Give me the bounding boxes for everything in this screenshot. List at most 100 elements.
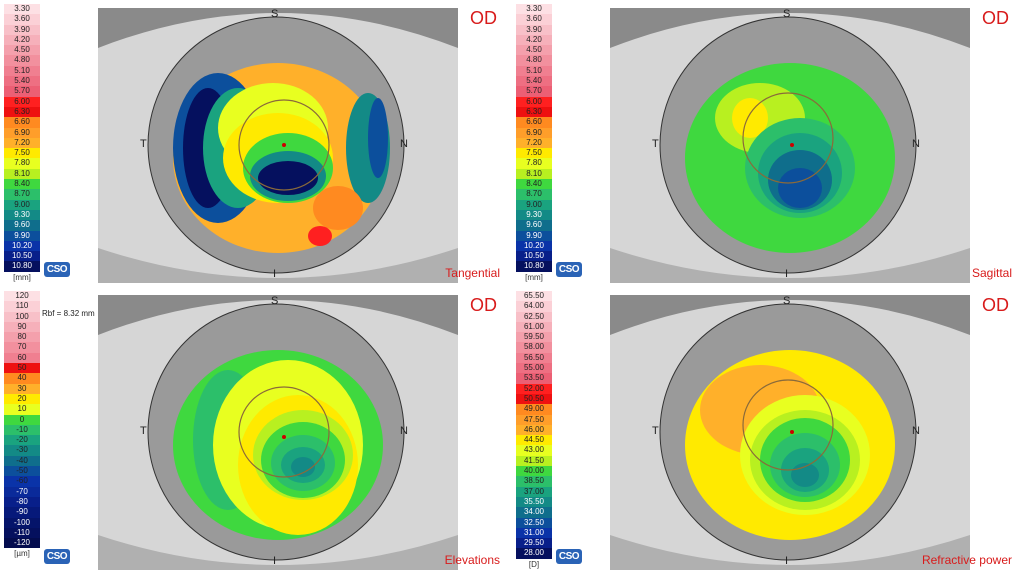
tangential-topography — [98, 8, 458, 283]
scale-swatch: -70 — [4, 486, 40, 497]
scale-swatch: 4.80 — [4, 55, 40, 66]
sagittal-map-panel: 3.30 3.60 3.90 4.20 4.50 4.80 5.10 5.40 5.70 6.00… — [512, 0, 1024, 286]
scale-swatch: 9.00 — [516, 199, 552, 210]
direction-nasal: N — [912, 138, 920, 150]
scale-swatch: 7.80 — [4, 158, 40, 169]
refractive-power-topography — [610, 295, 970, 570]
scale-swatch: 41.50 — [516, 455, 552, 467]
scale-swatch: 9.60 — [516, 220, 552, 231]
scale-swatch: 10.20 — [4, 240, 40, 252]
scale-swatch: 10.50 — [516, 251, 552, 262]
direction-nasal: N — [400, 138, 408, 150]
scale-swatch: 7.50 — [4, 148, 40, 159]
direction-temporal: T — [652, 138, 659, 150]
scale-swatch: 3.60 — [516, 14, 552, 25]
sagittal-topography — [610, 8, 970, 283]
direction-superior: S — [271, 8, 279, 20]
scale-swatch: 56.50 — [516, 352, 552, 364]
eye-image: S I T N — [98, 8, 458, 283]
eye-label: OD — [470, 8, 497, 28]
direction-inferior: I — [273, 555, 277, 567]
scale-swatch: 62.50 — [516, 311, 552, 322]
scale-swatch: 47.50 — [516, 414, 552, 425]
scale-swatch: 6.30 — [4, 106, 40, 118]
scale-swatch: 6.90 — [516, 127, 552, 138]
cso-logo: CSO — [556, 549, 582, 564]
scale-swatch: 32.50 — [516, 517, 552, 528]
scale-swatch: 40 — [4, 373, 40, 384]
scale-swatch: 8.40 — [4, 179, 40, 190]
scale-unit: [D] — [528, 559, 540, 569]
scale-swatch: 53.50 — [516, 373, 552, 384]
eye-image: S I T N — [98, 295, 458, 570]
scale-swatch: 52.00 — [516, 383, 552, 394]
scale-swatch: -120 — [4, 538, 40, 549]
direction-inferior: I — [785, 268, 789, 280]
scale-swatch: 7.20 — [516, 137, 552, 149]
scale-swatch: 4.50 — [516, 45, 552, 56]
scale-swatch: -60 — [4, 476, 40, 487]
color-scale: 65.50 64.00 62.50 61.00 59.50 58.00 56.50 55.00… — [516, 291, 552, 569]
color-scale: 120 110 100 90 80 70 60 50 40 30 20 10 0 -10 -20 -30 -40… — [4, 291, 40, 558]
tangential-map-panel: 3.30 3.60 3.90 4.20 4.50 4.80 5.10 5.40 5.70 6.00… — [0, 0, 512, 286]
eye-label: OD — [470, 295, 497, 315]
scale-swatch: 10 — [4, 404, 40, 415]
direction-nasal: N — [912, 425, 920, 437]
scale-swatch: 80 — [4, 332, 40, 343]
map-title: Sagittal — [971, 266, 1012, 280]
eye-label: OD — [982, 8, 1009, 28]
scale-swatch: -40 — [4, 455, 40, 467]
scale-unit: [mm] — [525, 272, 543, 282]
scale-swatch: 6.90 — [4, 127, 40, 138]
cso-logo: CSO — [44, 549, 70, 564]
scale-swatch: 9.90 — [516, 230, 552, 241]
elevations-topography — [98, 295, 458, 570]
scale-swatch: 6.60 — [516, 117, 552, 128]
scale-unit: [mm] — [13, 272, 31, 282]
scale-swatch: 3.30 — [4, 4, 40, 15]
scale-swatch: -10 — [4, 424, 40, 436]
map-title: Refractive power — [921, 553, 1012, 567]
scale-swatch: 3.30 — [516, 4, 552, 15]
direction-temporal: T — [652, 425, 659, 437]
scale-swatch: 9.00 — [4, 199, 40, 210]
scale-swatch: 40.00 — [516, 466, 552, 477]
scale-swatch: 4.20 — [516, 34, 552, 46]
scale-swatch: 34.00 — [516, 507, 552, 518]
scale-swatch: 9.30 — [516, 209, 552, 221]
scale-swatch: 3.90 — [4, 24, 40, 35]
scale-swatch: 8.40 — [516, 179, 552, 190]
scale-swatch: 44.50 — [516, 435, 552, 446]
scale-swatch: 35.50 — [516, 496, 552, 508]
direction-superior: S — [783, 8, 791, 20]
scale-swatch: 10.80 — [516, 261, 552, 272]
scale-swatch: 8.70 — [4, 189, 40, 200]
direction-inferior: I — [785, 555, 789, 567]
eye-label: OD — [982, 295, 1009, 315]
scale-swatch: 3.60 — [4, 14, 40, 25]
scale-swatch: -30 — [4, 445, 40, 456]
color-scale: 3.30 3.60 3.90 4.20 4.50 4.80 5.10 5.40 5.70 6.00… — [4, 4, 40, 282]
scale-swatch: 64.00 — [516, 301, 552, 312]
scale-swatch: -110 — [4, 527, 40, 539]
scale-swatch: 28.00 — [516, 548, 552, 559]
scale-swatch: 58.00 — [516, 342, 552, 353]
scale-swatch: 37.00 — [516, 486, 552, 497]
scale-swatch: -50 — [4, 466, 40, 477]
scale-swatch: 5.10 — [516, 65, 552, 77]
direction-superior: S — [783, 295, 791, 307]
scale-swatch: 5.40 — [516, 76, 552, 87]
scale-swatch: 43.00 — [516, 445, 552, 456]
scale-swatch: 7.20 — [4, 137, 40, 149]
scale-swatch: 31.00 — [516, 527, 552, 539]
scale-swatch: 8.70 — [516, 189, 552, 200]
direction-temporal: T — [140, 425, 147, 437]
eye-image: S I T N — [610, 8, 970, 283]
scale-swatch: 5.10 — [4, 65, 40, 77]
scale-swatch: -80 — [4, 496, 40, 508]
scale-swatch: 7.80 — [516, 158, 552, 169]
scale-swatch: 3.90 — [516, 24, 552, 35]
scale-swatch: 46.00 — [516, 424, 552, 436]
scale-swatch: 70 — [4, 342, 40, 353]
scale-swatch: 10.50 — [4, 251, 40, 262]
